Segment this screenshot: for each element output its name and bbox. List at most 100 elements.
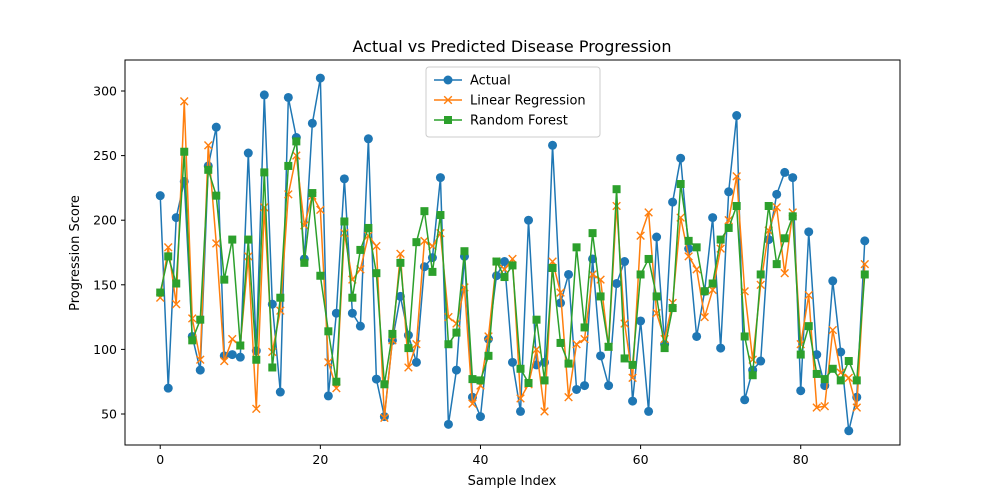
data-point-2-20 — [316, 271, 325, 280]
data-point-2-43 — [500, 273, 509, 282]
data-point-1-32 — [412, 339, 421, 349]
data-point-1-53 — [580, 334, 589, 344]
data-point-0-0 — [155, 191, 165, 201]
data-point-2-50 — [556, 338, 565, 347]
data-point-1-45 — [516, 394, 525, 403]
data-point-2-56 — [604, 342, 613, 351]
data-point-2-44 — [508, 261, 517, 270]
data-point-0-56 — [604, 381, 614, 391]
data-point-0-53 — [580, 381, 590, 391]
data-point-1-67 — [692, 265, 701, 274]
data-point-1-50 — [556, 288, 565, 297]
data-point-2-54 — [588, 229, 597, 238]
y-tick-label-1: 100 — [93, 342, 117, 357]
data-point-2-36 — [444, 340, 453, 349]
data-point-2-81 — [804, 322, 813, 331]
data-point-1-57 — [612, 201, 621, 211]
legend-marker-1 — [443, 95, 453, 105]
data-point-0-11 — [243, 148, 253, 158]
data-point-0-27 — [371, 374, 381, 384]
data-point-1-4 — [187, 314, 197, 323]
data-point-2-51 — [564, 359, 573, 368]
data-point-0-85 — [836, 347, 846, 357]
data-point-1-3 — [179, 97, 189, 106]
data-point-0-21 — [323, 391, 333, 401]
data-point-1-6 — [203, 140, 213, 150]
data-point-1-9 — [227, 334, 237, 344]
data-point-1-54 — [588, 270, 597, 279]
y-tick-label-2: 150 — [93, 277, 117, 292]
legend-label-2: Random Forest — [470, 114, 568, 129]
data-point-0-45 — [516, 406, 526, 416]
data-point-2-66 — [684, 236, 693, 245]
data-point-2-82 — [812, 369, 821, 378]
data-point-0-72 — [732, 111, 742, 121]
data-point-0-20 — [315, 73, 325, 83]
data-point-1-39 — [468, 399, 477, 408]
data-point-2-67 — [692, 243, 701, 252]
data-point-2-76 — [764, 201, 773, 210]
data-point-0-71 — [724, 187, 734, 197]
data-point-0-33 — [419, 262, 429, 272]
data-point-1-28 — [380, 413, 389, 423]
data-point-2-85 — [836, 376, 845, 385]
data-point-0-26 — [363, 134, 373, 144]
data-point-1-2 — [171, 299, 181, 309]
data-point-2-33 — [420, 207, 429, 216]
data-point-0-44 — [508, 357, 517, 367]
legend-label-0: Actual — [470, 74, 511, 89]
data-point-0-36 — [443, 419, 453, 429]
data-point-2-45 — [516, 364, 525, 373]
data-point-0-62 — [652, 232, 662, 242]
data-point-1-66 — [684, 252, 693, 261]
data-point-0-13 — [259, 90, 269, 100]
legend-marker-0 — [443, 75, 453, 85]
data-point-2-26 — [364, 223, 373, 232]
plot-frame — [124, 59, 901, 446]
data-point-2-29 — [388, 329, 397, 338]
data-point-0-73 — [740, 395, 750, 405]
data-point-2-34 — [428, 267, 437, 276]
data-point-0-65 — [676, 153, 686, 163]
data-point-1-1 — [163, 243, 173, 252]
data-point-0-15 — [275, 387, 285, 397]
data-point-2-77 — [772, 260, 781, 269]
data-point-2-24 — [348, 293, 357, 302]
data-point-2-62 — [652, 292, 661, 301]
data-point-2-86 — [844, 357, 853, 366]
data-point-2-52 — [572, 243, 581, 252]
data-point-2-11 — [244, 235, 253, 244]
data-point-2-15 — [276, 293, 285, 302]
data-point-2-23 — [340, 217, 349, 226]
data-point-2-1 — [164, 252, 173, 261]
data-point-2-27 — [372, 269, 381, 278]
data-point-2-74 — [748, 371, 757, 380]
data-point-2-71 — [724, 223, 733, 232]
data-point-2-18 — [300, 258, 309, 267]
data-point-0-49 — [548, 140, 558, 150]
data-point-0-58 — [620, 257, 630, 267]
data-point-1-20 — [316, 205, 325, 215]
legend-label-1: Linear Regression — [470, 94, 586, 109]
chart-title: Actual vs Predicted Disease Progression — [353, 37, 672, 56]
data-point-2-5 — [196, 315, 205, 324]
data-point-1-11 — [244, 252, 253, 261]
legend-box — [425, 66, 601, 138]
data-point-1-48 — [540, 407, 549, 416]
x-tick-label-1: 20 — [312, 452, 328, 467]
data-point-2-60 — [636, 270, 645, 279]
data-point-2-32 — [412, 238, 421, 247]
data-point-0-86 — [844, 426, 854, 436]
data-point-1-5 — [195, 355, 205, 365]
data-point-2-2 — [172, 279, 181, 288]
data-point-2-28 — [380, 380, 389, 389]
data-point-0-60 — [636, 316, 646, 326]
data-point-1-75 — [756, 280, 765, 290]
data-point-1-61 — [644, 208, 653, 217]
data-point-1-47 — [532, 345, 541, 354]
data-point-0-19 — [307, 118, 317, 128]
data-point-2-10 — [236, 341, 245, 350]
data-point-2-9 — [228, 235, 237, 244]
data-point-0-51 — [564, 269, 574, 279]
data-point-2-40 — [476, 376, 485, 385]
